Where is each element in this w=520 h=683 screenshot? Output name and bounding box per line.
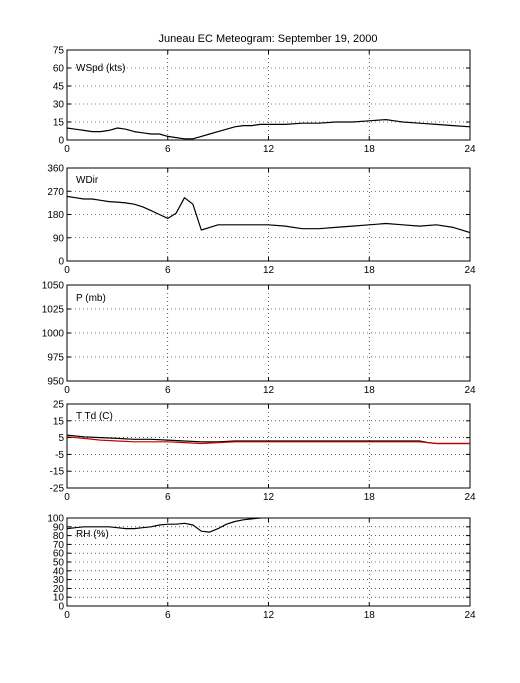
x-tick-label: 24 — [464, 492, 476, 503]
x-tick-label: 24 — [464, 610, 476, 621]
plot-frame — [66, 167, 471, 262]
panel-wspd: WSpd (kts) 0 6 12 18 24 0 15 30 45 60 75 — [53, 46, 476, 156]
panel-wdir: WDir 0 6 12 18 24 0 90 180 270 360 — [47, 164, 476, 277]
x-tick-label: 12 — [263, 385, 275, 396]
y-tick-label: 1050 — [42, 281, 65, 292]
x-tick-label: 0 — [64, 610, 70, 621]
series-line-wspd-0 — [66, 118, 471, 140]
y-tick-label: 15 — [53, 416, 65, 427]
y-tick-label: 5 — [58, 433, 64, 444]
y-tick-label: 1025 — [42, 305, 65, 316]
y-tick-label: 30 — [53, 575, 65, 586]
y-tick-label: 0 — [58, 257, 64, 268]
x-tick-label: 12 — [263, 492, 275, 503]
series-line-ttd-1 — [66, 436, 470, 445]
panel-label-pressure: P (mb) — [76, 293, 106, 304]
y-tick-label: 270 — [47, 187, 64, 198]
x-tick-label: 12 — [263, 610, 275, 621]
x-tick-label: 6 — [165, 265, 171, 276]
x-tick-label: 24 — [464, 385, 476, 396]
panel-label-temp-dewpoint: T Td (C) — [76, 411, 113, 422]
panel-label-rh: RH (%) — [76, 529, 109, 540]
plot-frame — [66, 403, 471, 489]
chart-title: Juneau EC Meteogram: September 19, 2000 — [159, 33, 378, 45]
y-tick-label: 0 — [58, 136, 64, 147]
y-tick-label: 100 — [47, 514, 64, 525]
y-tick-label: 70 — [53, 540, 65, 551]
x-tick-label: 12 — [263, 265, 275, 276]
x-tick-label: 0 — [64, 492, 70, 503]
y-tick-label: 45 — [53, 82, 65, 93]
x-tick-label: 6 — [165, 610, 171, 621]
y-tick-label: 25 — [53, 400, 65, 411]
y-tick-label: 950 — [47, 377, 64, 388]
panel-label-wspd: WSpd (kts) — [76, 63, 125, 74]
y-tick-label: -15 — [50, 467, 65, 478]
series-line-rh-0 — [66, 517, 261, 533]
x-tick-label: 12 — [263, 144, 275, 155]
x-tick-label: 18 — [364, 610, 376, 621]
y-tick-label: 90 — [53, 233, 65, 244]
panel-label-wdir: WDir — [76, 175, 99, 186]
series-line-ttd-0 — [66, 434, 470, 445]
x-tick-label: 24 — [464, 265, 476, 276]
y-tick-label: 975 — [47, 353, 64, 364]
x-tick-label: 18 — [364, 385, 376, 396]
y-tick-label: -5 — [55, 450, 64, 461]
y-tick-label: 20 — [53, 584, 65, 595]
y-tick-label: 80 — [53, 531, 65, 542]
x-tick-label: 6 — [165, 385, 171, 396]
y-tick-label: 1000 — [42, 329, 65, 340]
x-tick-label: 18 — [364, 492, 376, 503]
x-tick-label: 6 — [165, 492, 171, 503]
x-tick-label: 0 — [64, 144, 70, 155]
y-tick-label: 30 — [53, 100, 65, 111]
y-tick-label: 90 — [53, 522, 65, 533]
y-tick-label: -25 — [50, 484, 65, 495]
y-tick-label: 40 — [53, 566, 65, 577]
y-tick-label: 50 — [53, 558, 65, 569]
y-tick-label: 0 — [58, 602, 64, 613]
x-tick-label: 18 — [364, 265, 376, 276]
x-tick-label: 18 — [364, 144, 376, 155]
series-line-wdir-0 — [66, 195, 471, 234]
panel-temp-dewpoint: T Td (C) 0 6 12 18 24 -25 -15 -5 5 15 25 — [50, 400, 476, 504]
y-tick-label: 60 — [53, 549, 65, 560]
y-tick-label: 180 — [47, 210, 64, 221]
y-tick-label: 15 — [53, 118, 65, 129]
y-tick-label: 360 — [47, 164, 64, 175]
x-tick-label: 0 — [64, 265, 70, 276]
y-tick-label: 10 — [53, 593, 65, 604]
y-tick-label: 60 — [53, 64, 65, 75]
x-tick-label: 0 — [64, 385, 70, 396]
x-tick-label: 6 — [165, 144, 171, 155]
panel-pressure: P (mb) 0 6 12 18 24 950 975 1000 1025 1050 — [42, 281, 476, 397]
x-tick-label: 24 — [464, 144, 476, 155]
y-tick-label: 75 — [53, 46, 65, 57]
